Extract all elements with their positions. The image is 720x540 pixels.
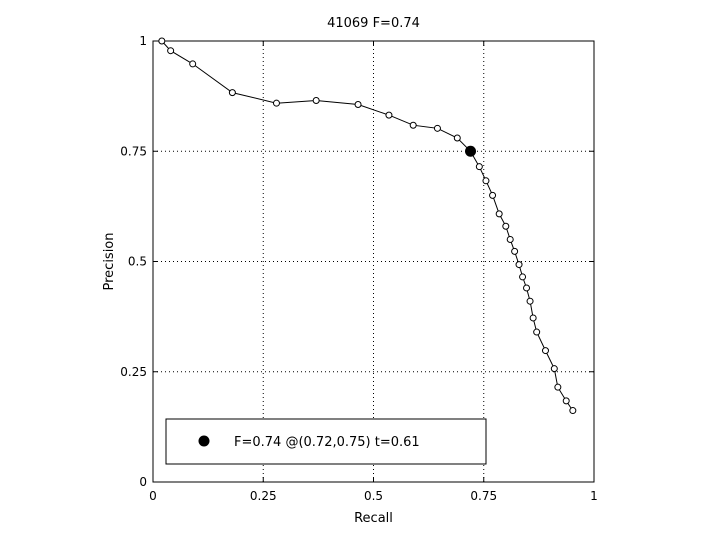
legend: F=0.74 @(0.72,0.75) t=0.61	[165, 418, 487, 465]
data-point	[554, 383, 562, 391]
data-point	[495, 210, 503, 218]
data-point	[562, 397, 570, 405]
y-axis-label: Precision	[102, 232, 117, 290]
y-tick-label: 0.25	[120, 365, 147, 379]
data-point	[519, 273, 527, 281]
data-point	[409, 121, 417, 129]
axis-ticks: 0 0.25 0.5 0.75 1 0 0.25 0.5 0.75 1	[120, 34, 598, 503]
data-point	[312, 97, 320, 105]
data-point	[475, 163, 483, 171]
pr-curve-line	[161, 40, 574, 411]
data-point	[541, 347, 549, 355]
data-point	[228, 89, 236, 97]
data-point	[385, 111, 393, 119]
data-point	[433, 124, 441, 132]
data-point	[158, 37, 166, 45]
x-tick-label: 1	[590, 489, 598, 503]
chart-title: 41069 F=0.74	[327, 16, 420, 31]
data-point	[272, 99, 280, 107]
data-point	[529, 314, 537, 322]
pr-curve-markers	[158, 37, 577, 415]
data-point	[354, 101, 362, 109]
x-axis-label: Recall	[354, 511, 393, 526]
data-point	[489, 191, 497, 199]
data-point	[511, 247, 519, 255]
grid-lines	[153, 41, 594, 482]
x-tick-label: 0.25	[250, 489, 277, 503]
data-point	[506, 235, 514, 243]
x-tick-label: 0	[149, 489, 157, 503]
data-point	[502, 222, 510, 230]
data-point	[189, 60, 197, 68]
data-point	[453, 134, 461, 142]
y-tick-label: 0	[139, 475, 147, 489]
legend-box	[165, 418, 487, 465]
data-point	[523, 284, 531, 292]
x-tick-label: 0.5	[364, 489, 383, 503]
y-tick-label: 1	[139, 34, 147, 48]
best-f-point	[465, 145, 477, 157]
x-tick-label: 0.75	[470, 489, 497, 503]
data-point	[550, 365, 558, 373]
y-tick-label: 0.5	[128, 255, 147, 269]
data-point	[569, 407, 577, 415]
y-tick-label: 0.75	[120, 144, 147, 158]
data-point	[526, 297, 534, 305]
data-point	[482, 177, 490, 185]
legend-entry: F=0.74 @(0.72,0.75) t=0.61	[234, 435, 420, 450]
data-point	[515, 261, 523, 269]
legend-marker	[198, 435, 210, 447]
data-point	[533, 328, 541, 336]
data-point	[167, 47, 175, 55]
